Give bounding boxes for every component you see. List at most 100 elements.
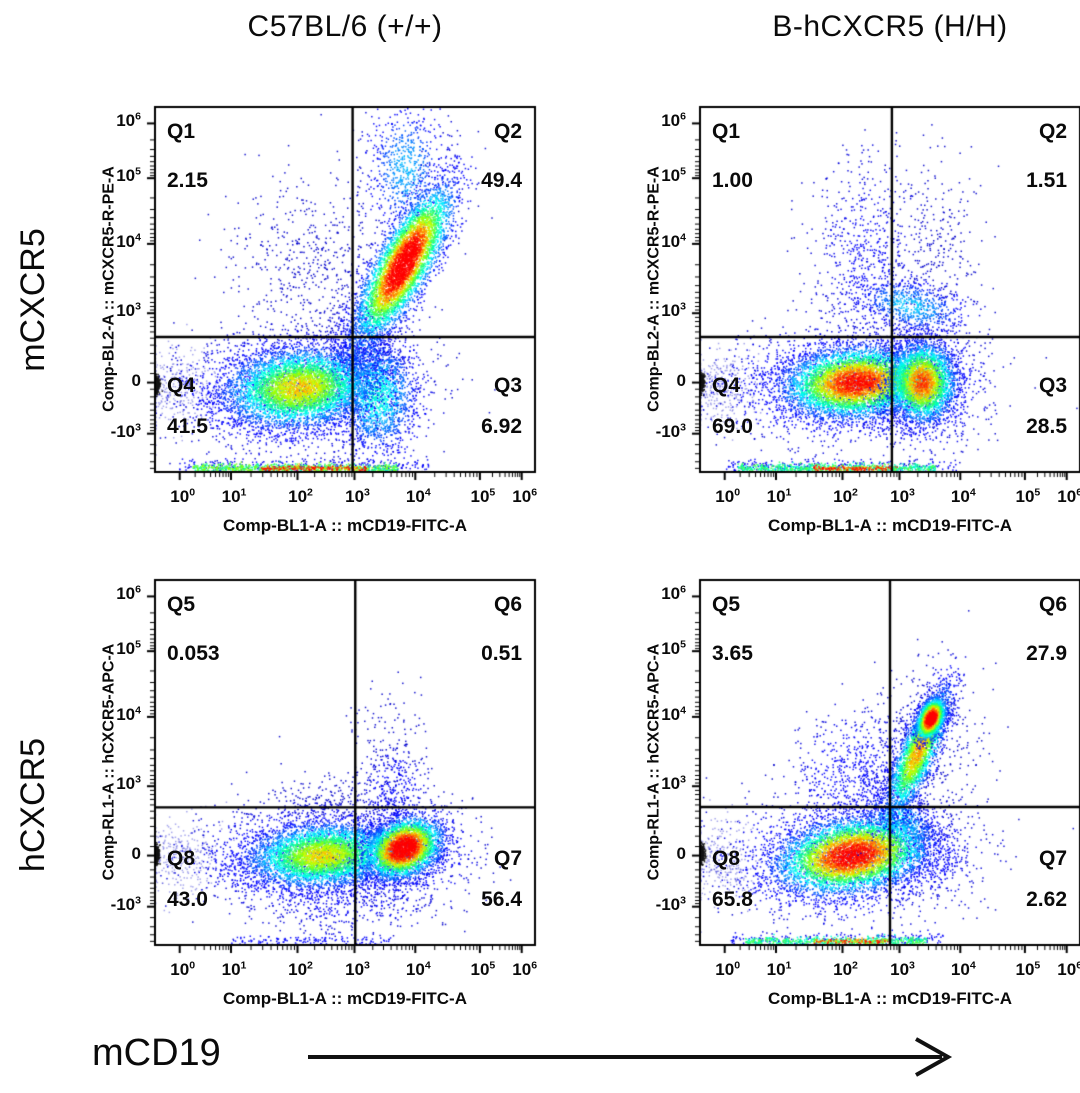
tick-exponent: 3 [364,959,370,972]
y-tick-label: 0 [131,370,141,390]
quadrant-name-q3: Q3 [1038,374,1067,397]
tick-exponent: 5 [489,959,496,972]
x-tick-label: 104 [405,959,431,979]
tick-exponent: 6 [531,959,538,972]
quadrant-name-q1: Q1 [712,120,741,143]
quadrant-value-q5: 3.65 [712,642,753,665]
quadrant-value-q6: 27.9 [1026,642,1067,665]
tick-exponent: 4 [135,704,141,717]
x-tick-label: 101 [221,959,247,979]
tick-exponent: 0 [189,959,196,972]
mcd19-axis-label: mCD19 [92,1032,221,1074]
tick-exponent: 4 [680,704,686,717]
y-tick-label: -103 [110,894,141,914]
quadrant-value-q2: 49.4 [481,169,522,192]
quadrant-name-q6: Q6 [493,593,522,616]
y-tick-label: 104 [661,231,686,251]
tick-exponent: 6 [135,110,141,123]
x-tick-label: 105 [1015,486,1041,506]
tick-exponent: 0 [189,486,196,499]
quadrant-name-q1: Q1 [167,120,196,143]
x-tick-label: 100 [715,486,741,506]
tick-exponent: 3 [680,894,686,907]
x-tick-label: 105 [470,486,496,506]
tick-exponent: 3 [135,894,141,907]
y-tick-label: 104 [116,231,141,251]
x-axis-title: Comp-BL1-A :: mCD19-FITC-A [223,516,467,535]
y-tick-label: 103 [661,773,686,794]
y-tick-label: 106 [116,583,141,604]
tick-exponent: 3 [680,300,686,313]
y-tick-label: -103 [655,894,686,914]
tick-exponent: 6 [135,583,141,596]
y-axis-title: Comp-RL1-A :: hCXCR5-APC-A [100,643,117,880]
x-axis-title: Comp-BL1-A :: mCD19-FITC-A [768,989,1012,1008]
x-tick-label: 101 [221,486,247,506]
tick-exponent: 3 [135,300,141,313]
y-tick-label: -103 [655,421,686,441]
y-tick-label: 103 [661,300,686,321]
tick-exponent: 0 [734,959,741,972]
quadrant-value-q4: 69.0 [712,415,753,438]
y-tick-label: 106 [116,110,141,131]
quadrant-value-q1: 2.15 [167,169,208,192]
x-tick-label: 106 [512,486,538,506]
quadrant-name-q6: Q6 [1038,593,1067,616]
x-tick-label: 104 [405,486,431,506]
quadrant-value-q7: 56.4 [481,888,522,911]
quadrant-name-q5: Q5 [712,593,741,616]
row-label-hcxcr5: hCXCR5 [14,737,52,873]
tick-exponent: 6 [1076,486,1080,499]
quadrant-value-q8: 65.8 [712,888,753,911]
x-tick-label: 104 [950,959,976,979]
y-tick-label: 106 [661,110,686,131]
y-tick-label: 103 [116,773,141,794]
x-tick-label: 105 [470,959,496,979]
quadrant-value-q4: 41.5 [167,415,208,438]
x-tick-label: 103 [345,959,370,979]
tick-exponent: 4 [424,486,431,499]
flow-plot-top-left: 100 101 102 103 104 105 106 106 105 104 103 0 -103 Co… [93,97,553,547]
y-tick-label: 105 [661,165,686,186]
tick-exponent: 5 [135,638,141,651]
tick-exponent: 3 [135,773,141,786]
y-tick-label: 0 [676,843,686,863]
tick-exponent: 2 [307,486,313,499]
y-tick-label: 104 [116,704,141,724]
tick-exponent: 2 [307,959,313,972]
x-tick-label: 103 [890,486,915,506]
tick-exponent: 3 [909,959,915,972]
tick-exponent: 4 [969,959,976,972]
y-tick-label: 0 [131,843,141,863]
row-label-mcxcr5: mCXCR5 [14,228,52,372]
y-tick-label: 103 [116,300,141,321]
x-axis-title: Comp-BL1-A :: mCD19-FITC-A [223,989,467,1008]
quadrant-value-q3: 6.92 [481,415,522,438]
x-tick-label: 104 [950,486,976,506]
x-tick-label: 102 [833,959,858,979]
tick-exponent: 5 [680,638,686,651]
tick-exponent: 6 [680,110,686,123]
x-tick-label: 101 [766,959,792,979]
quadrant-name-q5: Q5 [167,593,196,616]
quadrant-value-q5: 0.053 [167,642,220,665]
x-tick-label: 100 [715,959,741,979]
quadrant-name-q2: Q2 [493,120,522,143]
quadrant-value-q7: 2.62 [1026,888,1067,911]
x-tick-label: 106 [1057,960,1080,980]
tick-exponent: 1 [785,959,792,972]
tick-exponent: 5 [1034,486,1041,499]
tick-exponent: 3 [680,773,686,786]
flow-plot-bottom-left: 100 101 102 103 104 105 106 106 105 104 103 0 -103 Co… [93,570,553,1020]
column-title-c57bl6: C57BL/6 (+/+) [247,10,443,43]
x-tick-label: 103 [890,959,915,979]
quadrant-value-q3: 28.5 [1026,415,1067,438]
tick-exponent: 6 [1076,959,1080,972]
quadrant-name-q4: Q4 [712,374,741,397]
tick-exponent: 5 [1034,959,1041,972]
flow-plot-bottom-right: 100 101 102 103 104 105 106 106 105 104 103 0 -103 Co… [638,570,1080,1020]
tick-exponent: 5 [135,165,141,178]
tick-exponent: 3 [680,421,686,434]
quadrant-name-q2: Q2 [1038,120,1067,143]
